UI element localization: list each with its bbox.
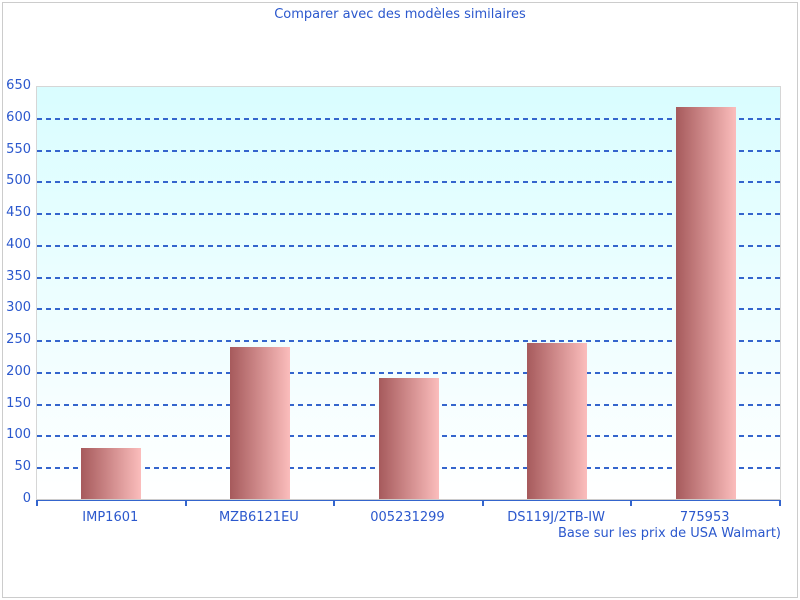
x-category-label: DS119J/2TB-IW: [507, 510, 605, 525]
gridline: [37, 340, 780, 343]
bar-MZB6121EU: [229, 346, 290, 499]
y-tick-label: 250: [6, 332, 31, 348]
y-tick-label: 450: [6, 205, 31, 221]
y-tick-label: 500: [6, 173, 31, 189]
gridline: [37, 276, 780, 279]
x-category-label: 005231299: [370, 510, 445, 525]
y-tick-label: 50: [14, 459, 31, 475]
y-tick-label: 650: [6, 78, 31, 93]
bar-DS119J/2TB-IW: [527, 343, 588, 499]
x-tick: [481, 500, 484, 506]
y-tick-label: 400: [6, 236, 31, 252]
bar-775953: [675, 106, 736, 499]
y-tick-label: 600: [6, 109, 31, 125]
x-axis-line: [36, 500, 781, 501]
x-tick: [36, 500, 38, 506]
x-tick: [779, 500, 781, 506]
gridline: [37, 117, 780, 120]
x-category-label: 775953: [679, 510, 730, 525]
y-tick-label: 0: [22, 491, 31, 506]
x-category-label: IMP1601: [82, 510, 139, 525]
y-tick-label: 300: [6, 300, 31, 316]
y-tick-label: 200: [6, 363, 31, 379]
gridline: [37, 213, 780, 216]
bar-IMP1601: [81, 448, 142, 499]
y-tick-label: 150: [6, 395, 31, 411]
zero-baseline: [37, 499, 780, 500]
x-tick: [184, 500, 187, 506]
y-axis: 0 50 100 150 200 250 300 350 400 450 500 550 600 650: [3, 78, 31, 506]
gridline: [37, 149, 780, 152]
gridline: [37, 244, 780, 247]
x-category-label: MZB6121EU: [218, 510, 299, 525]
y-tick-label: 350: [6, 268, 31, 284]
y-tick-label: 100: [6, 427, 31, 443]
plot-area: [36, 86, 781, 500]
x-axis-labels: IMP1601 MZB6121EU 005231299 DS119J/2TB-IW 77…: [36, 509, 780, 527]
y-tick-label: 550: [6, 141, 31, 157]
x-axis-ticks: [36, 500, 781, 506]
gridline: [37, 371, 780, 374]
chart-title: Comparer avec des modèles similaires: [274, 7, 526, 22]
x-tick: [333, 500, 336, 506]
chart-footnote: Base sur les prix de USA Walmart): [558, 526, 781, 541]
bar-005231299: [378, 378, 439, 499]
x-tick: [630, 500, 633, 506]
gridline: [37, 308, 780, 311]
gridline: [37, 181, 780, 184]
